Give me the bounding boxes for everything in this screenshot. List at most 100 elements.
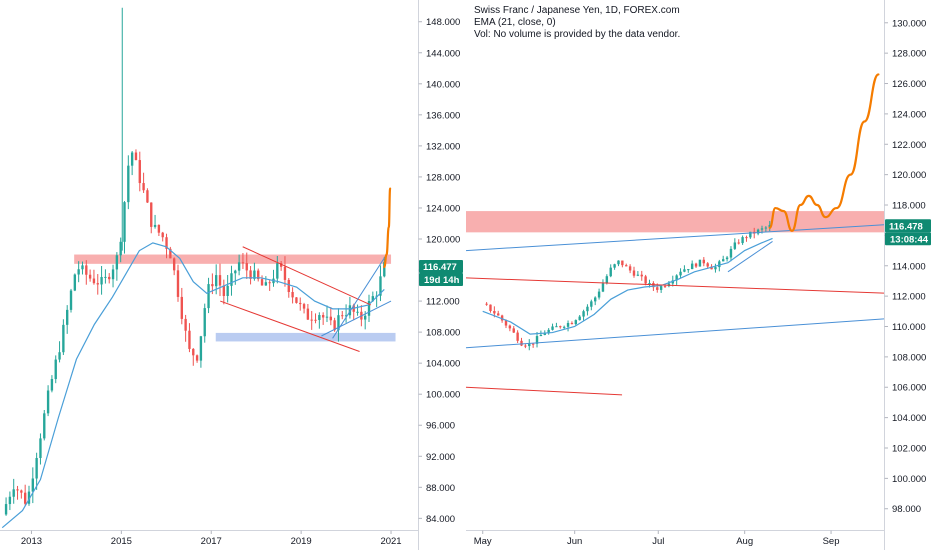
right-candle-body[interactable] (493, 311, 496, 314)
left-candle-body[interactable] (371, 296, 375, 301)
right-candle-body[interactable] (597, 291, 601, 298)
right-price-axis[interactable]: 98.000 100.000 102.000 104.000 106.000 108.00… (884, 18, 927, 515)
right-trend-line-red[interactable] (465, 386, 623, 396)
left-candle-body[interactable] (100, 277, 103, 285)
right-candle-body[interactable] (725, 257, 729, 260)
left-candle-body[interactable] (85, 265, 88, 275)
left-candle-body[interactable] (108, 276, 111, 280)
right-candle-body[interactable] (613, 264, 616, 268)
right-candle-body[interactable] (543, 333, 546, 335)
right-candle-body[interactable] (551, 326, 554, 330)
left-candle-body[interactable] (379, 276, 382, 296)
left-candle-body[interactable] (383, 262, 386, 277)
left-candle-body[interactable] (104, 276, 107, 278)
left-candle-body[interactable] (367, 300, 371, 316)
left-candle-body[interactable] (310, 319, 313, 321)
left-candle-body[interactable] (50, 379, 54, 391)
right-candle-body[interactable] (609, 267, 612, 277)
left-candle-body[interactable] (356, 311, 359, 313)
left-resistance-zone[interactable] (74, 254, 392, 264)
left-candle-body[interactable] (276, 263, 279, 279)
left-candle-body[interactable] (12, 489, 15, 497)
left-candle-body[interactable] (253, 270, 256, 279)
left-candle-body[interactable] (39, 438, 42, 458)
right-candle-body[interactable] (714, 267, 717, 270)
left-candle-body[interactable] (27, 491, 31, 504)
right-candle-body[interactable] (675, 275, 678, 281)
right-candle-body[interactable] (768, 224, 771, 228)
right-candle-body[interactable] (605, 276, 609, 284)
left-candle-body[interactable] (35, 457, 38, 479)
left-candle-body[interactable] (150, 202, 153, 227)
left-candle-body[interactable] (111, 269, 115, 280)
left-candle-body[interactable] (16, 489, 19, 491)
left-panel[interactable]: 84.000 88.000 92.000 96.000 100.000 104.000 10… (0, 0, 463, 550)
left-candle-body[interactable] (165, 237, 168, 249)
left-candle-body[interactable] (299, 302, 302, 305)
left-candle-body[interactable] (43, 413, 46, 439)
right-candle-body[interactable] (702, 259, 706, 264)
left-candle-body[interactable] (245, 263, 248, 271)
left-candle-body[interactable] (62, 324, 65, 353)
right-candle-body[interactable] (524, 345, 527, 347)
right-resistance-zone[interactable] (466, 211, 884, 233)
left-candle-body[interactable] (146, 190, 149, 203)
right-candle-body[interactable] (683, 269, 686, 272)
right-candle-body[interactable] (586, 306, 589, 312)
left-candle-body[interactable] (203, 308, 206, 337)
right-candle-body[interactable] (687, 269, 690, 271)
right-time-axis[interactable]: May Jun Jul Aug Sep (474, 530, 840, 548)
left-candle-body[interactable] (222, 285, 226, 296)
left-candle-body[interactable] (344, 315, 348, 317)
left-candle-body[interactable] (226, 285, 229, 296)
left-candle-body[interactable] (127, 165, 130, 203)
right-candle-body[interactable] (648, 283, 651, 285)
right-candle-body[interactable] (690, 263, 694, 270)
left-candle-body[interactable] (66, 309, 69, 325)
right-candle-body[interactable] (500, 315, 504, 321)
left-candle-body[interactable] (287, 279, 290, 293)
left-candle-body[interactable] (241, 262, 245, 264)
left-candle-body[interactable] (279, 263, 283, 267)
left-candle-body[interactable] (237, 262, 241, 271)
right-candle-body[interactable] (671, 280, 674, 284)
right-projection-path[interactable] (768, 73, 880, 232)
right-candle-body[interactable] (718, 261, 721, 268)
left-candle-body[interactable] (302, 304, 306, 309)
left-trend-line-red[interactable] (242, 246, 372, 306)
left-candle-body[interactable] (180, 296, 183, 319)
left-candle-body[interactable] (249, 270, 252, 279)
left-projection-path[interactable] (383, 187, 392, 269)
left-candle-body[interactable] (291, 292, 294, 298)
left-candle-body[interactable] (115, 255, 119, 270)
left-candle-body[interactable] (199, 336, 203, 361)
right-candle-body[interactable] (617, 260, 620, 265)
left-candle-body[interactable] (58, 352, 61, 360)
right-candle-body[interactable] (566, 323, 570, 327)
right-candle-body[interactable] (698, 259, 702, 267)
right-candle-body[interactable] (663, 286, 667, 288)
right-candle-body[interactable] (570, 323, 574, 325)
left-candle-body[interactable] (341, 315, 344, 317)
left-candle-body[interactable] (96, 283, 99, 285)
left-candle-body[interactable] (333, 320, 336, 331)
left-candle-body[interactable] (364, 315, 367, 320)
left-candle-body[interactable] (169, 248, 172, 259)
right-candle-body[interactable] (574, 320, 578, 325)
left-ema-line[interactable] (1, 242, 385, 529)
right-candle-body[interactable] (756, 229, 760, 234)
right-candle-body[interactable] (706, 263, 709, 267)
right-candle-body[interactable] (636, 274, 640, 276)
left-candle-body[interactable] (54, 359, 57, 380)
right-candle-body[interactable] (559, 326, 562, 328)
left-candle-body[interactable] (215, 275, 218, 287)
right-candle-body[interactable] (621, 260, 624, 266)
left-candle-body[interactable] (207, 284, 210, 309)
left-time-axis[interactable]: 2013 2015 2017 2019 2021 (21, 530, 402, 548)
right-candle-body[interactable] (656, 287, 659, 290)
left-candle-body[interactable] (153, 224, 157, 227)
right-candle-body[interactable] (640, 274, 643, 277)
left-candle-body[interactable] (321, 315, 325, 318)
right-candle-body[interactable] (745, 237, 748, 239)
